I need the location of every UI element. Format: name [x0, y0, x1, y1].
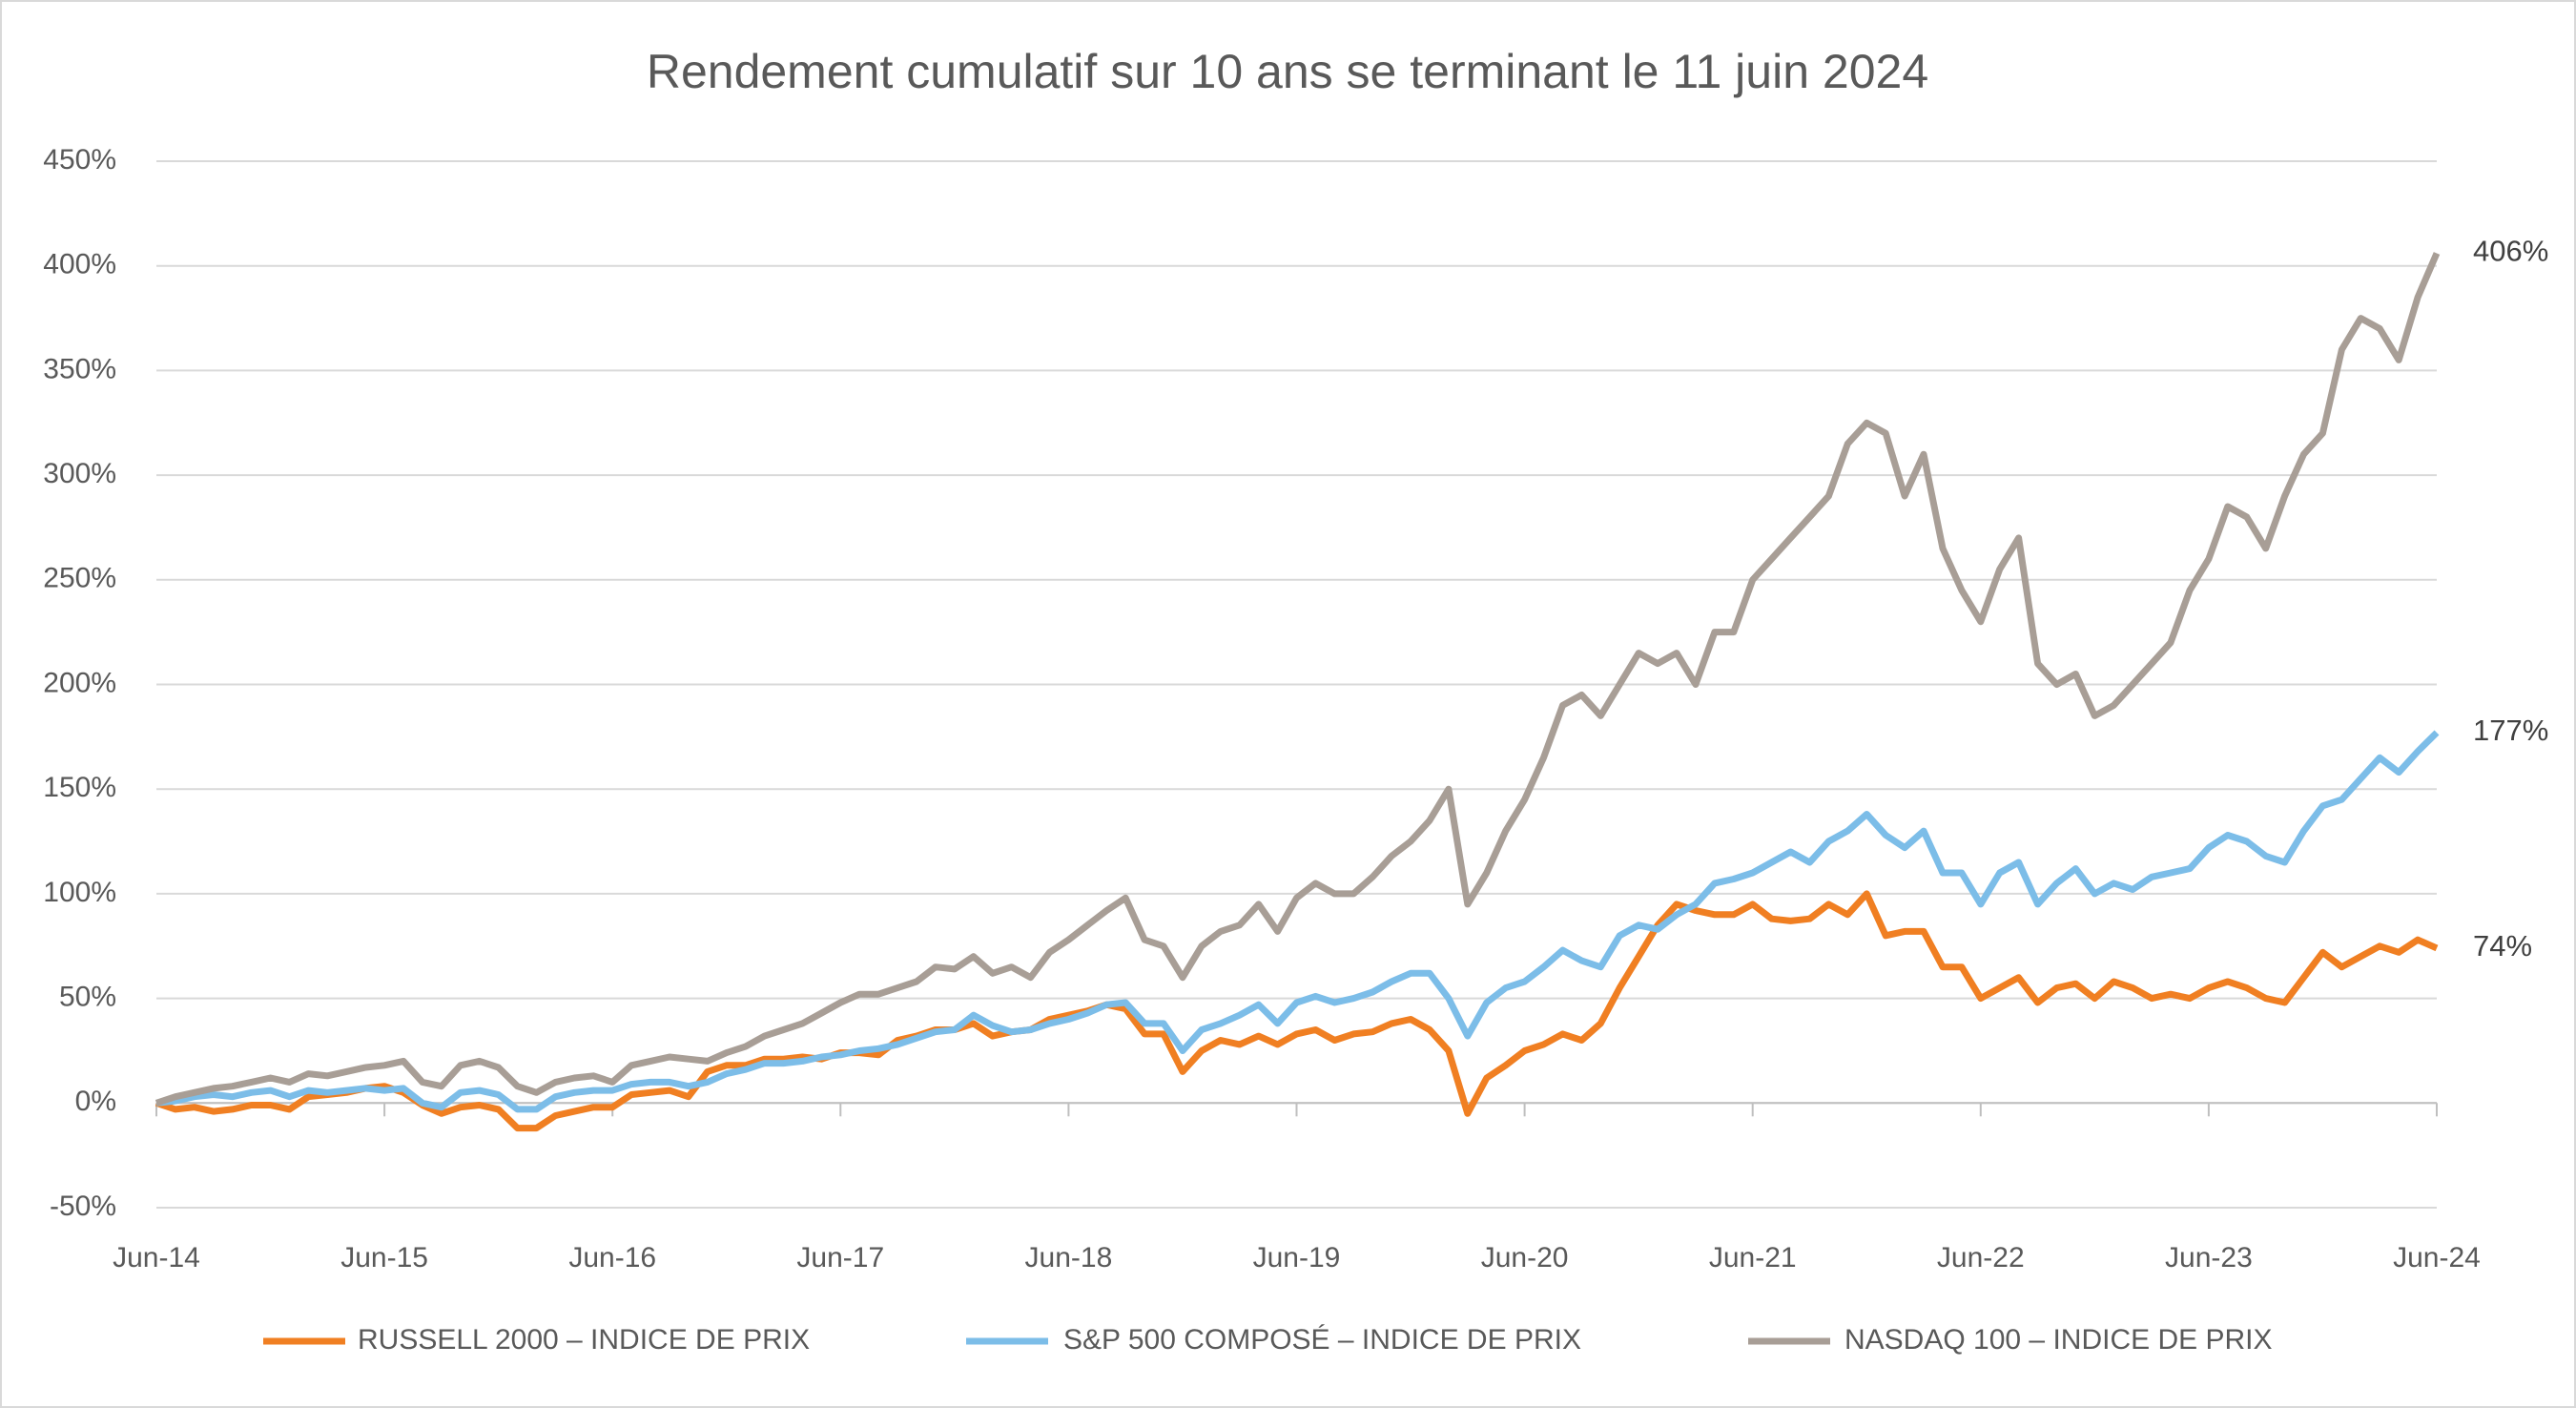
y-tick-label: 0% — [75, 1086, 116, 1117]
y-tick-label: -50% — [50, 1191, 116, 1222]
y-tick-label: 300% — [43, 458, 116, 489]
x-tick-label: Jun-18 — [1025, 1242, 1113, 1273]
end-label: 74% — [2473, 929, 2532, 963]
series-line — [155, 890, 2439, 1132]
y-tick-label: 100% — [43, 877, 116, 908]
legend-label: RUSSELL 2000 – INDICE DE PRIX — [358, 1324, 810, 1356]
x-tick-label: Jun-20 — [1481, 1242, 1569, 1273]
x-tick-label: Jun-23 — [2165, 1242, 2253, 1273]
x-tick-label: Jun-22 — [1937, 1242, 2025, 1273]
chart-title: Rendement cumulatif sur 10 ans se termin… — [647, 45, 1928, 98]
x-tick-label: Jun-21 — [1709, 1242, 1797, 1273]
x-tick-label: Jun-15 — [340, 1242, 428, 1273]
y-tick-label: 200% — [43, 667, 116, 698]
series-line — [155, 730, 2440, 1113]
y-tick-label: 250% — [43, 563, 116, 594]
x-tick-label: Jun-19 — [1253, 1242, 1341, 1273]
x-tick-label: Jun-17 — [796, 1242, 884, 1273]
x-tick-label: Jun-16 — [568, 1242, 656, 1273]
y-tick-label: 350% — [43, 353, 116, 384]
end-label: 177% — [2473, 714, 2548, 747]
y-tick-label: 50% — [59, 982, 116, 1013]
y-tick-label: 400% — [43, 249, 116, 280]
y-tick-label: 150% — [43, 772, 116, 803]
legend-label: NASDAQ 100 – INDICE DE PRIX — [1844, 1324, 2272, 1356]
x-tick-label: Jun-14 — [113, 1242, 200, 1273]
legend-label: S&P 500 COMPOSÉ – INDICE DE PRIX — [1063, 1324, 1581, 1356]
y-tick-label: 450% — [43, 144, 116, 176]
x-tick-label: Jun-24 — [2393, 1242, 2481, 1273]
end-label: 406% — [2473, 235, 2548, 268]
series-line — [155, 252, 2441, 1107]
